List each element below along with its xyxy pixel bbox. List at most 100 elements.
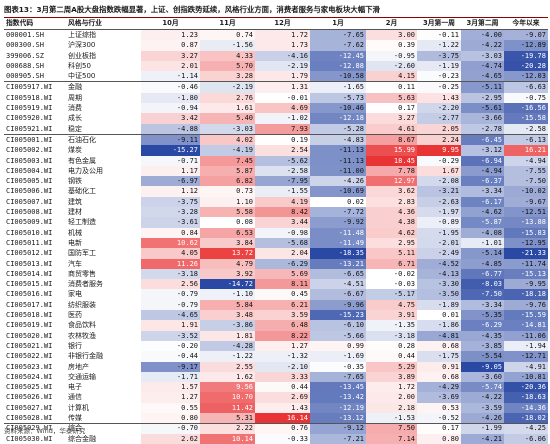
- value-cell: 2.54: [255, 145, 310, 156]
- value-cell: -10.02: [504, 186, 548, 197]
- value-cell: 1.43: [417, 92, 461, 104]
- value-cell: 0.68: [417, 371, 461, 383]
- value-cell: -1.56: [200, 40, 255, 51]
- value-cell: 4.61: [366, 123, 417, 135]
- value-cell: -9.07: [504, 29, 548, 41]
- value-cell: -0.71: [141, 155, 200, 166]
- value-cell: -7.62: [310, 40, 366, 51]
- value-cell: -7.95: [255, 176, 310, 187]
- table-row: CI005006.WI 基础化工 1.12 0.73 -1.55 -10.69 3.62 -3…: [4, 186, 548, 197]
- index-code: CI005016.WI: [6, 290, 53, 299]
- table-row: CI005022.WI 非银行金融 -0.44 -1.22 -1.32 -1.69 0.44…: [4, 351, 548, 362]
- table-row: CI005012.WI 国防军工 4.05 13.72 2.04 -18.35 5.11 -2…: [4, 248, 548, 259]
- value-cell: -12.19: [310, 402, 366, 413]
- value-cell: -0.95: [366, 50, 417, 61]
- index-name: 沪深300: [68, 41, 96, 50]
- value-cell: -6.97: [141, 176, 200, 187]
- value-cell: -0.23: [417, 71, 461, 82]
- value-cell: -4.94: [504, 155, 548, 166]
- value-cell: 0.53: [417, 402, 461, 413]
- index-code: CI005025.WI: [6, 383, 53, 392]
- index-code: CI005013.WI: [6, 259, 53, 268]
- value-cell: -4.65: [461, 71, 504, 82]
- index-code: CI005021.WI: [6, 341, 53, 350]
- value-cell: 0.02: [310, 196, 366, 208]
- header-dec: 12月: [255, 18, 310, 30]
- value-cell: -4.88: [141, 123, 200, 135]
- value-cell: 2.01: [141, 60, 200, 72]
- index-name: 非银行金融: [68, 352, 103, 361]
- index-name: 医药: [68, 311, 82, 320]
- index-code: CI005917.WI: [4, 81, 66, 93]
- table-row: CI005010.WI 机械 0.84 6.53 -0.98 -11.48 4.62 -1.9…: [4, 227, 548, 238]
- value-cell: -5.17: [366, 289, 417, 300]
- value-cell: -1.97: [417, 207, 461, 218]
- value-cell: -4.00: [461, 29, 504, 41]
- value-cell: -11.00: [310, 165, 366, 177]
- value-cell: -6.29: [461, 320, 504, 331]
- value-cell: -3.21: [417, 186, 461, 197]
- value-cell: -0.70: [141, 423, 200, 434]
- table-row: CI005919.WI 消费 -0.94 1.61 4.69 -10.46 0.17 -2.2…: [4, 103, 548, 114]
- value-cell: 15.99: [366, 145, 417, 156]
- value-cell: 5.11: [366, 248, 417, 259]
- value-cell: 0.80: [141, 412, 200, 424]
- value-cell: -1.69: [310, 351, 366, 362]
- value-cell: 0.39: [366, 40, 417, 51]
- table-row: CI005014.WI 商贸零售 -3.18 3.92 5.69 -6.65 -0.02 -4…: [4, 268, 548, 280]
- value-cell: -0.98: [255, 227, 310, 238]
- index-code: CI005003.WI: [6, 156, 53, 165]
- table-row: CI005008.WI 建材 -3.28 5.58 8.42 -7.72 4.36 -1.97…: [4, 207, 548, 218]
- value-cell: -12.03: [504, 71, 548, 82]
- value-cell: -1.99: [461, 423, 504, 434]
- index-code: CI005002.WI: [6, 146, 53, 155]
- header-mar-w1: 3月第一周: [417, 18, 461, 30]
- value-cell: 0.91: [417, 361, 461, 372]
- value-cell: -10.69: [310, 186, 366, 197]
- header-code: 指数代码: [4, 18, 66, 30]
- value-cell: -0.79: [141, 299, 200, 311]
- value-cell: 5.87: [200, 165, 255, 177]
- value-cell: -9.12: [310, 423, 366, 434]
- value-cell: -3.28: [141, 207, 200, 218]
- value-cell: -0.03: [366, 279, 417, 290]
- value-cell: -4.26: [461, 412, 504, 424]
- value-cell: -15.27: [141, 145, 200, 156]
- value-cell: 16.14: [255, 412, 310, 424]
- table-row: 000688.SH 科创50 2.01 5.70 -2.19 -12.88 -2.60 -1.…: [4, 60, 548, 72]
- value-cell: -5.35: [461, 310, 504, 321]
- table-row: CI005028.WI 传媒 0.80 5.31 16.14 -13.12 -1.53 -0.…: [4, 412, 548, 424]
- index-code: 000688.SH: [6, 61, 44, 70]
- header-nov: 11月: [200, 18, 255, 30]
- value-cell: -6.17: [461, 196, 504, 208]
- value-cell: -13.88: [504, 217, 548, 228]
- value-cell: -3.34: [461, 186, 504, 197]
- value-cell: -4.62: [461, 207, 504, 218]
- value-cell: -2.19: [255, 60, 310, 72]
- index-name: 农林牧渔: [68, 331, 96, 340]
- value-cell: 18.45: [366, 155, 417, 166]
- index-name: 基础化工: [68, 187, 96, 196]
- table-row: 000905.SH 中证500 -1.14 3.28 1.79 -10.58 4.15 -0.…: [4, 71, 548, 82]
- index-name: 有色金属: [68, 156, 96, 165]
- value-cell: -7.50: [461, 289, 504, 300]
- table-row: CI005005.WI 钢铁 -6.97 6.82 -7.95 -4.26 12.97 -2.…: [4, 176, 548, 187]
- value-cell: -12.18: [310, 113, 366, 124]
- value-cell: -5.14: [461, 248, 504, 259]
- value-cell: -1.71: [141, 371, 200, 383]
- value-cell: 8.22: [255, 330, 310, 341]
- table-row: CI005018.WI 医药 -4.65 3.48 3.59 -15.23 3.91 0.01…: [4, 310, 548, 321]
- value-cell: -4.74: [461, 60, 504, 72]
- value-cell: 1.62: [200, 371, 255, 383]
- value-cell: 3.92: [200, 268, 255, 280]
- value-cell: -3.85: [461, 340, 504, 352]
- index-code: CI005015.WI: [6, 280, 53, 289]
- value-cell: -7.65: [310, 371, 366, 383]
- value-cell: 4.19: [255, 196, 310, 208]
- value-cell: -4.51: [310, 279, 366, 290]
- index-code: CI005919.WI: [6, 104, 53, 113]
- value-cell: -13.12: [310, 412, 366, 424]
- value-cell: -2.58: [504, 123, 548, 135]
- index-name: 建筑: [68, 197, 82, 206]
- index-name: 钢铁: [68, 177, 82, 186]
